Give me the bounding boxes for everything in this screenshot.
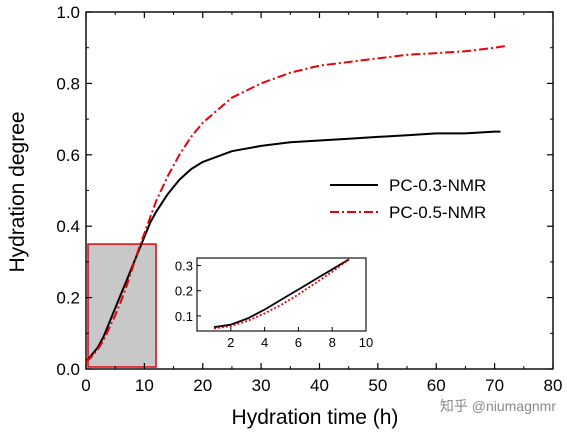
inset-x-tick-label: 2	[227, 335, 234, 350]
main-plot: 0 10 20 30 40 50 60 70 80 0.0 0.2 0.4 0.6 0.8 1.0 PC-0.…	[56, 3, 562, 395]
x-tick-label: 40	[310, 376, 329, 395]
x-tick-label: 30	[252, 376, 271, 395]
inset-x-tick-label: 6	[295, 335, 302, 350]
x-tick-label: 10	[135, 376, 154, 395]
x-tick-label: 70	[485, 376, 504, 395]
y-tick-label: 0.8	[56, 74, 80, 93]
y-tick-label: 1.0	[56, 3, 80, 22]
inset-series-line	[213, 258, 350, 330]
inset-y-tick-label: 0.1	[175, 309, 193, 324]
inset-series-line	[213, 258, 350, 329]
watermark-text: 知乎 @niumagnmr	[440, 398, 556, 414]
legend-label: PC-0.3-NMR	[389, 176, 486, 195]
inset-x-tick-label: 4	[261, 335, 268, 350]
legend-label: PC-0.5-NMR	[389, 203, 486, 222]
inset-plot: 2 4 6 8 10 0.1 0.2 0.3	[175, 257, 373, 350]
x-tick-label: 60	[427, 376, 446, 395]
y-tick-label: 0.0	[56, 360, 80, 379]
y-tick-label: 0.2	[56, 289, 80, 308]
x-tick-label: 50	[368, 376, 387, 395]
y-axis-label: Hydration degree	[6, 111, 29, 272]
x-tick-label: 0	[81, 376, 90, 395]
y-tick-label: 0.6	[56, 146, 80, 165]
x-axis-label: Hydration time (h)	[232, 406, 399, 429]
inset-y-tick-label: 0.3	[175, 259, 193, 274]
series-line-pc-0.5-nmr	[85, 44, 507, 363]
y-tick-label: 0.4	[56, 217, 80, 236]
series-line-pc-0.3-nmr	[85, 130, 501, 363]
x-tick-label: 80	[544, 376, 563, 395]
inset-frame	[196, 257, 367, 332]
inset-x-tick-label: 10	[359, 335, 373, 350]
x-tick-label: 20	[193, 376, 212, 395]
inset-y-tick-label: 0.2	[175, 284, 193, 299]
inset-x-tick-label: 8	[329, 335, 336, 350]
